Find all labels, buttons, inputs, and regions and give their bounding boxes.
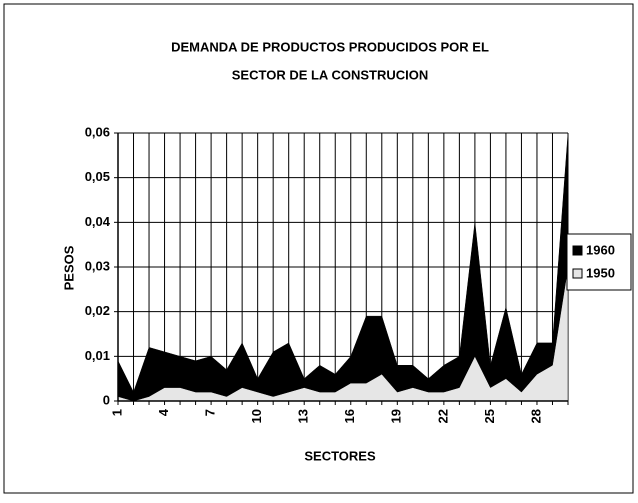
x-axis-title: SECTORES — [304, 448, 376, 463]
y-axis-title: PESOS — [61, 245, 76, 290]
x-tick-label: 28 — [528, 409, 543, 423]
y-tick-label: 0,02 — [85, 303, 110, 318]
legend-box — [566, 233, 632, 291]
legend-label: 1960 — [586, 242, 615, 257]
y-tick-label: 0,05 — [85, 169, 110, 184]
y-tick-label: 0 — [103, 392, 110, 407]
y-tick-label: 0,04 — [85, 214, 111, 229]
x-tick-label: 16 — [342, 409, 357, 423]
chart-title: DEMANDA DE PRODUCTOS PRODUCIDOS POR EL — [171, 39, 489, 54]
y-tick-label: 0,03 — [85, 258, 110, 273]
legend-swatch — [572, 268, 583, 279]
x-tick-label: 22 — [435, 409, 450, 423]
chart-frame — [3, 3, 634, 494]
area — [117, 132, 569, 402]
x-tick-label: 19 — [389, 409, 404, 423]
legend-label: 1950 — [586, 265, 615, 280]
x-tick-label: 4 — [156, 408, 171, 416]
y-tick-label: 0,06 — [85, 124, 110, 139]
x-tick-label: 25 — [482, 409, 497, 423]
x-tick-label: 1 — [109, 409, 124, 416]
legend-swatch — [572, 245, 583, 256]
x-tick-label: 7 — [203, 409, 218, 416]
area — [117, 266, 569, 402]
x-tick-label: 13 — [296, 409, 311, 423]
chart-title: SECTOR DE LA CONSTRUCION — [232, 67, 428, 82]
y-tick-label: 0,01 — [85, 348, 110, 363]
x-tick-label: 10 — [249, 409, 264, 423]
